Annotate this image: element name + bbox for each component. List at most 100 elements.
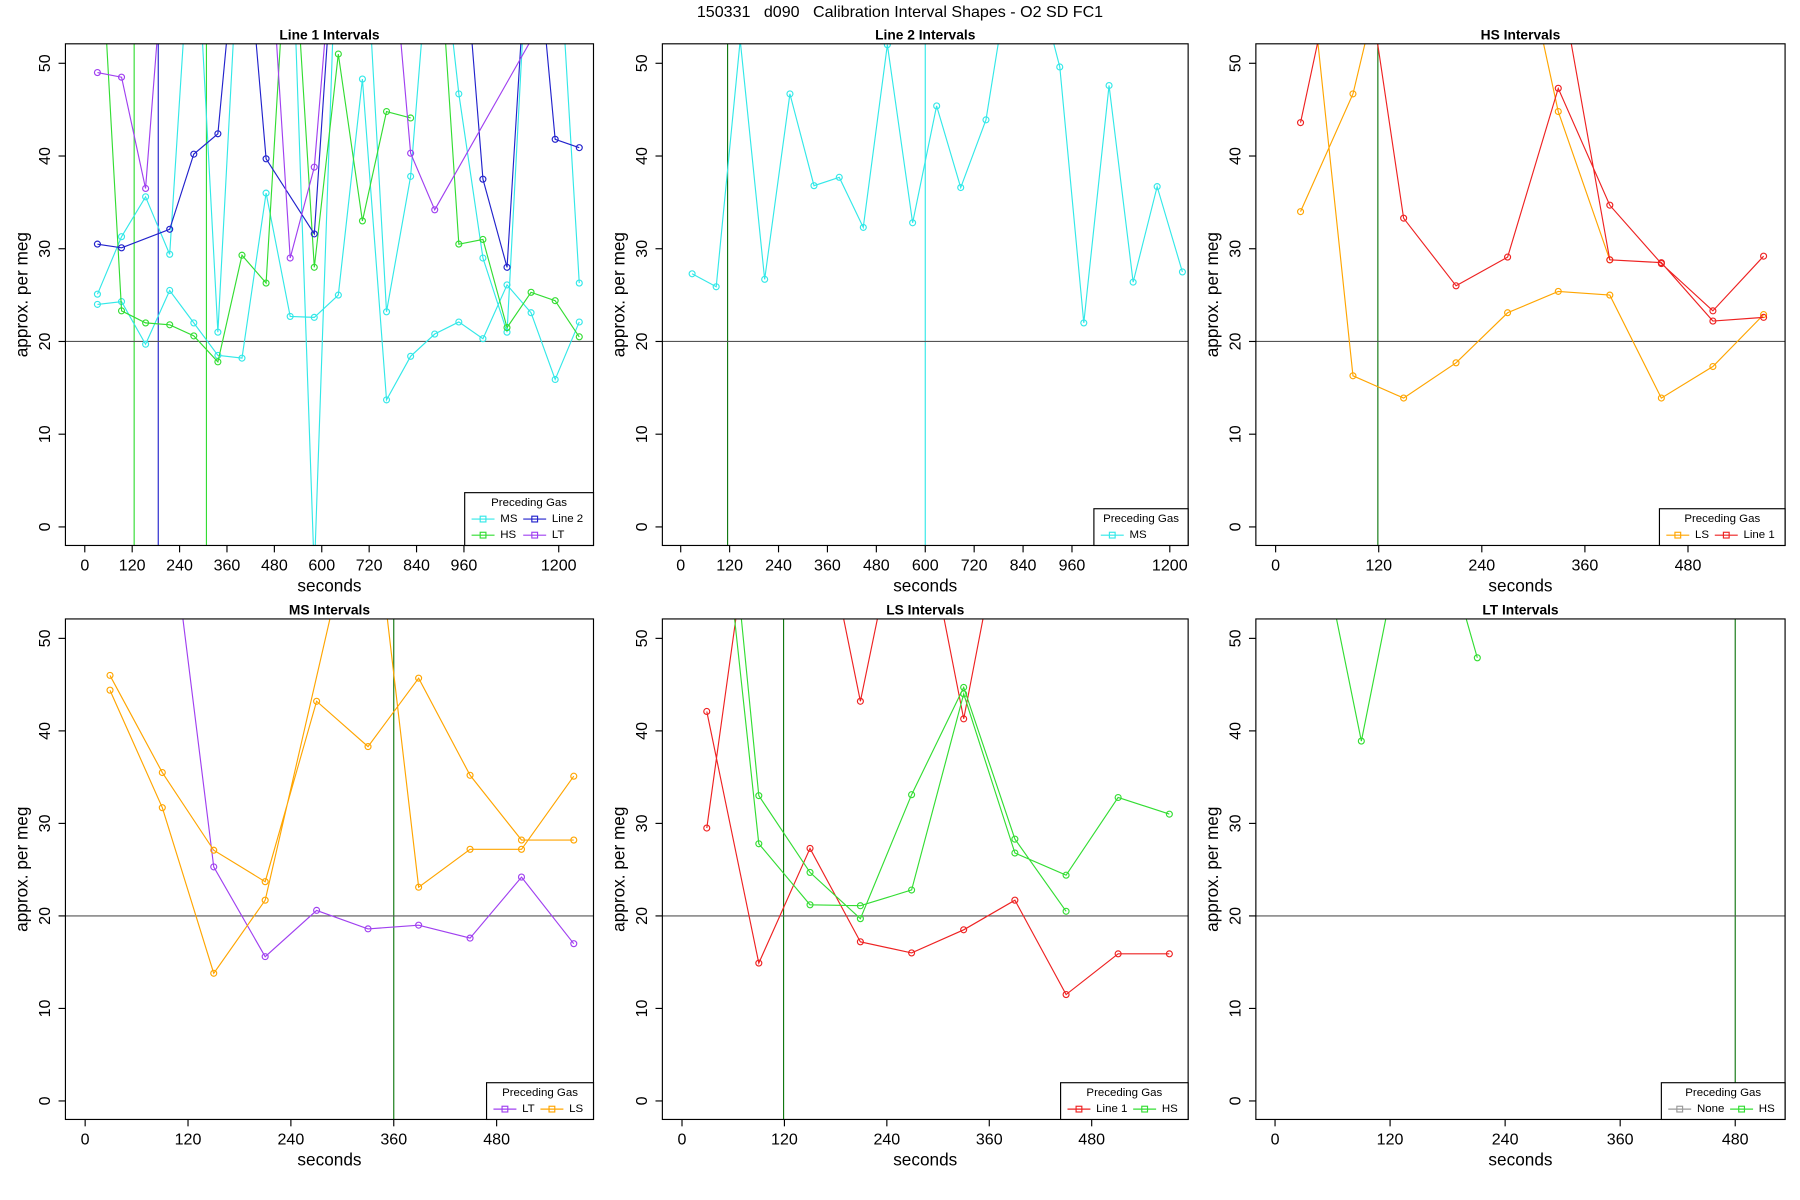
data-point <box>158 804 166 812</box>
data-point <box>93 69 101 77</box>
legend-item: LT <box>493 1103 535 1115</box>
data-point <box>415 921 423 929</box>
y-tick-label: 20 <box>1227 332 1245 350</box>
data-point <box>1105 81 1113 90</box>
x-tick-label: 1200 <box>541 556 577 574</box>
data-point <box>1011 896 1019 904</box>
legend-box <box>1060 1082 1189 1121</box>
data-point <box>214 358 222 366</box>
data-point <box>755 792 763 800</box>
y-tick-label: 50 <box>36 629 54 647</box>
legend-item: HS <box>1730 1103 1775 1115</box>
data-point <box>960 715 968 723</box>
data-point <box>262 279 270 287</box>
series-line <box>109 618 575 975</box>
data-point <box>382 308 391 316</box>
data-point <box>93 290 101 298</box>
y-tick-label: 0 <box>633 1096 651 1105</box>
y-tick-label: 30 <box>36 240 54 258</box>
data-point <box>503 324 511 332</box>
legend-box <box>1658 508 1786 547</box>
x-tick-label: 480 <box>483 1130 510 1148</box>
x-tick-label: 840 <box>403 556 430 574</box>
legend-title: Preceding Gas <box>1684 513 1760 525</box>
x-tick-label: 120 <box>119 556 146 574</box>
data-point <box>1606 256 1614 264</box>
data-point <box>806 901 814 909</box>
data-point <box>856 697 864 705</box>
panel: HS Intervals seconds approx. per meg 0 120 24… <box>1202 27 1786 595</box>
data-point <box>810 182 818 190</box>
y-tick-label: 10 <box>36 425 54 443</box>
data-point <box>479 175 487 183</box>
data-point <box>909 219 917 227</box>
legend-item: None <box>1668 1103 1724 1115</box>
x-tick-label: 240 <box>277 1130 304 1148</box>
data-point <box>1165 950 1173 958</box>
data-point <box>1011 835 1019 843</box>
data-point <box>479 235 487 244</box>
y-tick-label: 0 <box>36 1096 54 1105</box>
legend-label: HS <box>1759 1103 1775 1115</box>
legend-label: MS <box>500 513 518 525</box>
legend-title: Preceding Gas <box>502 1087 578 1099</box>
x-tick-label: 1200 <box>1152 556 1188 574</box>
data-point <box>933 102 941 110</box>
legend-title: Preceding Gas <box>491 497 567 509</box>
y-axis-title: approx. per meg <box>608 807 628 932</box>
data-point <box>1657 394 1665 402</box>
legend-label: Line 1 <box>1096 1103 1127 1115</box>
legend-marker <box>501 1105 509 1113</box>
data-point <box>166 225 174 233</box>
data-point <box>1760 313 1768 321</box>
plot-area <box>662 618 1189 1120</box>
legend: Preceding Gas MS <box>1093 508 1189 547</box>
data-point <box>1709 307 1717 315</box>
data-point <box>466 771 474 779</box>
data-point <box>455 240 463 248</box>
y-tick-label: 30 <box>1227 814 1245 832</box>
x-tick-label: 240 <box>166 556 193 574</box>
data-point <box>1114 950 1122 958</box>
legend-label: None <box>1697 1103 1724 1115</box>
data-point <box>1178 268 1186 276</box>
data-point <box>703 707 711 716</box>
y-tick-label: 20 <box>633 907 651 925</box>
data-point <box>575 333 583 341</box>
data-point <box>575 279 583 287</box>
y-tick-label: 0 <box>1227 522 1245 531</box>
legend-marker <box>1141 1105 1149 1113</box>
y-tick-label: 30 <box>633 240 651 258</box>
legend-item: Line 1 <box>1714 529 1775 541</box>
data-point <box>210 863 218 871</box>
data-point <box>261 896 269 904</box>
x-axis-title: seconds <box>1488 1149 1552 1169</box>
y-tick-label: 10 <box>633 999 651 1017</box>
x-tick-label: 480 <box>1078 1130 1105 1148</box>
panel-title: LT Intervals <box>1482 603 1559 618</box>
x-tick-label: 0 <box>80 556 89 574</box>
data-point <box>1760 252 1768 260</box>
y-tick-label: 40 <box>633 147 651 165</box>
panel: LT Intervals seconds approx. per meg 0 120 24… <box>1202 603 1786 1169</box>
y-tick-label: 40 <box>36 722 54 740</box>
data-point <box>106 671 114 679</box>
data-point <box>142 193 150 201</box>
legend: Preceding Gas MS HS Line 2 LT <box>464 492 595 547</box>
legend-item: HS <box>1133 1103 1178 1115</box>
y-tick-label: 10 <box>1227 999 1245 1017</box>
x-axis-title: seconds <box>1488 575 1552 595</box>
data-point <box>503 263 511 271</box>
panel-title: LS Intervals <box>886 603 964 618</box>
x-tick-label: 960 <box>1059 556 1086 574</box>
series-line <box>1299 43 1765 399</box>
y-tick-label: 40 <box>1227 722 1245 740</box>
legend-item: Line 1 <box>1067 1103 1127 1115</box>
data-point <box>1606 201 1614 209</box>
data-point <box>431 330 439 338</box>
y-tick-label: 30 <box>36 814 54 832</box>
x-tick-label: 0 <box>678 1130 687 1148</box>
series-line <box>1299 43 1765 322</box>
data-point <box>908 949 916 957</box>
data-point <box>957 183 965 192</box>
